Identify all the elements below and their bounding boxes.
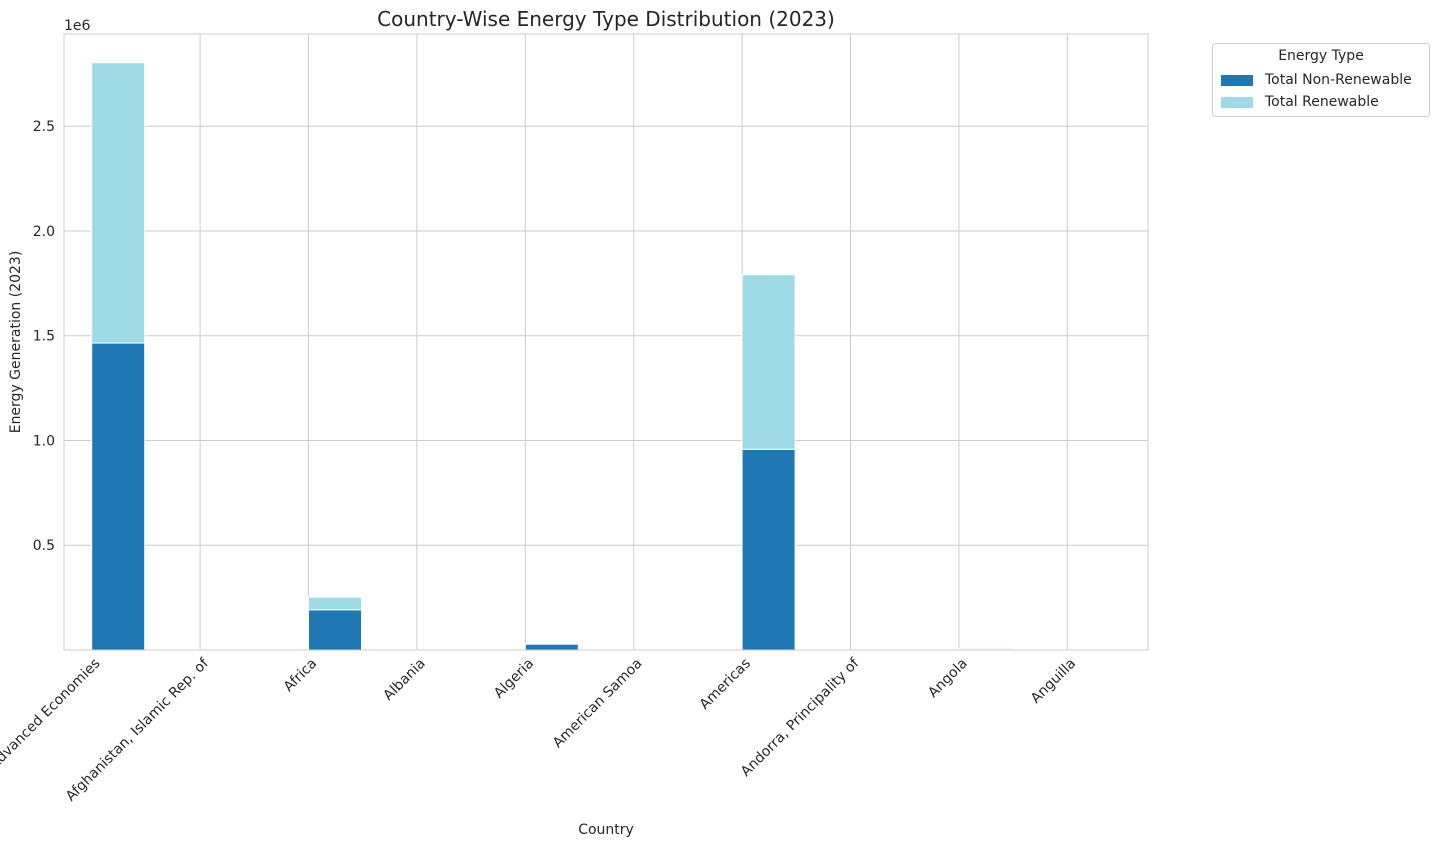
legend-swatch-renewable (1221, 97, 1253, 108)
bar-total-non-renewable-africa (309, 610, 362, 650)
bar-total-renewable-africa (309, 597, 362, 610)
x-tick-label: American Samoa (550, 656, 646, 752)
y-tick-label: 2.0 (33, 224, 55, 240)
y-tick-label: 1.0 (33, 433, 55, 449)
y-axis-label: Energy Generation (2023) (8, 251, 24, 434)
bar-total-non-renewable-americas (742, 449, 795, 650)
y-offset-label: 1e6 (64, 18, 91, 34)
x-tick-label: Anguilla (1028, 656, 1079, 707)
legend-label-non-renewable: Total Non-Renewable (1265, 72, 1412, 88)
bar-layer (92, 63, 1121, 650)
bar-total-renewable-angola (959, 648, 1012, 649)
y-tick-label: 0.5 (33, 538, 55, 554)
grid-layer (64, 34, 1148, 650)
x-tick-label: Angola (925, 656, 971, 702)
legend: Energy Type Total Non-Renewable Total Re… (1212, 43, 1430, 117)
bar-total-non-renewable-algeria (525, 644, 578, 650)
x-tick-label: Advanced Economies (0, 656, 104, 773)
bar-total-renewable-advanced-economies (92, 63, 145, 343)
x-tick-label: Algeria (491, 656, 537, 702)
y-tick-label: 2.5 (33, 119, 55, 135)
x-tick-label: Americas (697, 656, 754, 713)
x-axis-label: Country (578, 822, 634, 838)
chart-title: Country-Wise Energy Type Distribution (2… (377, 7, 835, 31)
x-tick-label: Albania (380, 656, 428, 704)
legend-label-renewable: Total Renewable (1265, 94, 1379, 110)
bar-total-non-renewable-advanced-economies (92, 343, 145, 650)
x-tick-label: Africa (281, 656, 321, 696)
x-tick-label: Andorra, Principality of (738, 655, 863, 780)
legend-item-renewable: Total Renewable (1221, 92, 1379, 112)
legend-item-non-renewable: Total Non-Renewable (1221, 70, 1412, 90)
legend-swatch-non-renewable (1221, 75, 1253, 86)
bar-total-renewable-americas (742, 275, 795, 450)
y-tick-label: 1.5 (33, 329, 55, 345)
legend-title: Energy Type (1213, 48, 1429, 64)
